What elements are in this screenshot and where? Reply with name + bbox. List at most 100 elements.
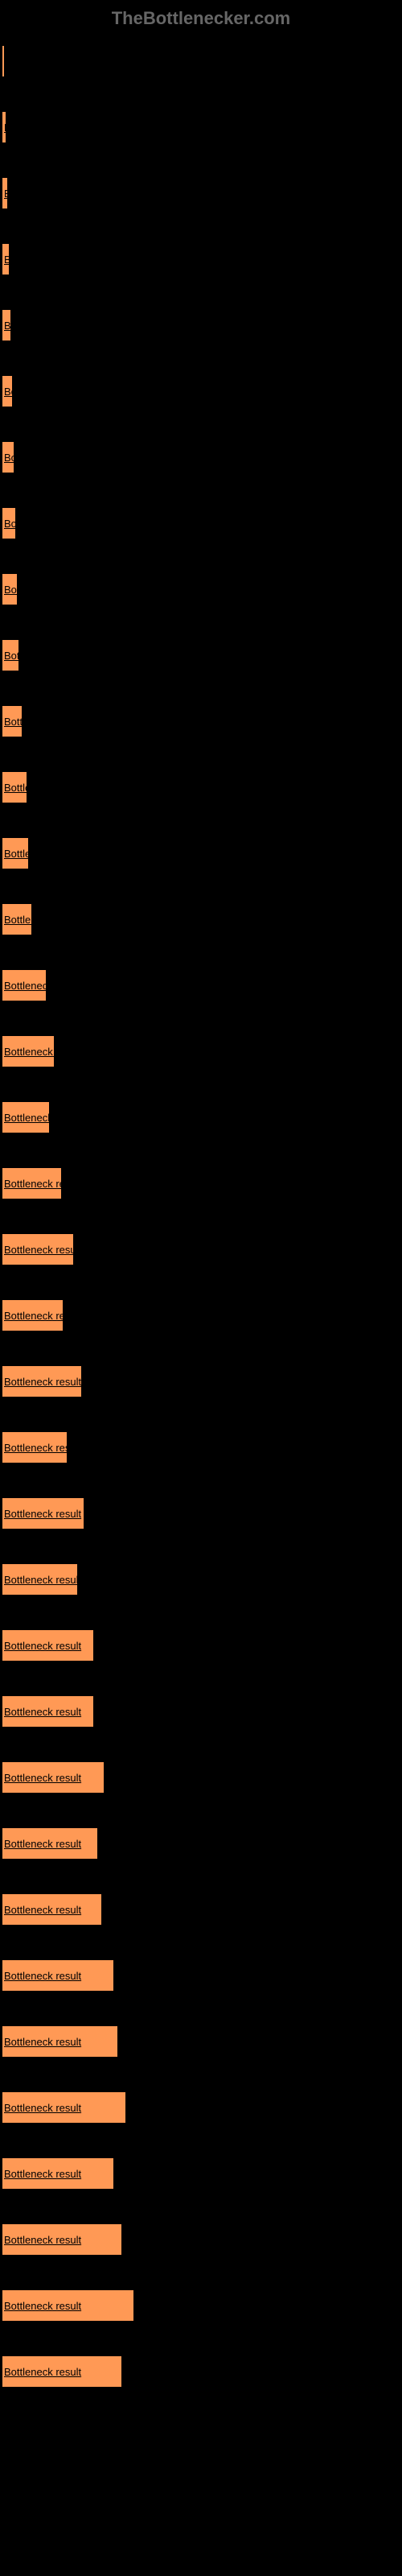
bar-link[interactable]: Bottleneck result [2, 1563, 78, 1596]
bar-row: Bottleneck result [2, 1695, 400, 1728]
bar-link[interactable]: Bottleneck result [2, 45, 5, 77]
bar-row: Bottleneck result [2, 705, 400, 737]
bar-row: Bottleneck result [2, 1299, 400, 1331]
bar-row: Bottleneck result [2, 1101, 400, 1133]
bar-label: Bottleneck result [4, 2300, 81, 2312]
bar-row: Bottleneck result [2, 903, 400, 935]
watermark-text: TheBottlenecker.com [0, 8, 402, 29]
bar-row: Bottleneck result [2, 1431, 400, 1463]
bar-label: Bottleneck result [4, 1574, 78, 1586]
bar-label: Bottleneck result [4, 848, 29, 860]
bar-row: Bottleneck result [2, 1959, 400, 1992]
bar-link[interactable]: Bottleneck result [2, 177, 8, 209]
bar-link[interactable]: Bottleneck result [2, 2355, 122, 2388]
bar-row: Bottleneck result [2, 2223, 400, 2256]
bar-link[interactable]: Bottleneck result [2, 2157, 114, 2190]
bar-link[interactable]: Bottleneck result [2, 1761, 105, 1794]
bar-label: Bottleneck result [4, 2366, 81, 2378]
bar-label: Bottleneck result [4, 782, 27, 794]
bar-label: Bottleneck result [4, 122, 6, 134]
bar-label: Bottleneck result [4, 1178, 62, 1190]
bar-label: Bottleneck result [4, 1046, 55, 1058]
bar-row: Bottleneck result [2, 639, 400, 671]
bar-label: Bottleneck result [4, 386, 13, 398]
bar-row: Bottleneck result [2, 837, 400, 869]
bar-row: Bottleneck result [2, 441, 400, 473]
bar-row: Bottleneck result [2, 507, 400, 539]
bar-link[interactable]: Bottleneck result [2, 2289, 134, 2322]
bar-row: Bottleneck result [2, 969, 400, 1001]
bar-row: Bottleneck result [2, 1497, 400, 1530]
bar-link[interactable]: Bottleneck result [2, 1497, 84, 1530]
bar-link[interactable]: Bottleneck result [2, 111, 6, 143]
bar-row: Bottleneck result [2, 1629, 400, 1662]
bar-label: Bottleneck result [4, 1706, 81, 1718]
bar-link[interactable]: Bottleneck result [2, 243, 10, 275]
bar-link[interactable]: Bottleneck result [2, 507, 16, 539]
bar-row: Bottleneck result [2, 771, 400, 803]
bar-label: Bottleneck result [4, 2102, 81, 2114]
bar-chart: Bottleneck result Bottleneck result Bottle… [0, 45, 402, 2388]
bar-link[interactable]: Bottleneck result [2, 969, 47, 1001]
bar-link[interactable]: Bottleneck result [2, 1167, 62, 1199]
bar-label: Bottleneck result [4, 584, 18, 596]
bar-link[interactable]: Bottleneck result [2, 1629, 94, 1662]
bar-label: Bottleneck result [4, 518, 16, 530]
bar-row: Bottleneck result [2, 1563, 400, 1596]
bar-link[interactable]: Bottleneck result [2, 2091, 126, 2124]
bar-label: Bottleneck result [4, 914, 32, 926]
bar-label: Bottleneck result [4, 1442, 68, 1454]
bar-label: Bottleneck result [4, 650, 19, 662]
bar-row: Bottleneck result [2, 309, 400, 341]
bar-link[interactable]: Bottleneck result [2, 2025, 118, 2058]
bar-link[interactable]: Bottleneck result [2, 1299, 64, 1331]
bar-link[interactable]: Bottleneck result [2, 441, 14, 473]
bar-row: Bottleneck result [2, 1365, 400, 1397]
bar-label: Bottleneck result [4, 1376, 81, 1388]
bar-label: Bottleneck result [4, 1838, 81, 1850]
bar-link[interactable]: Bottleneck result [2, 309, 11, 341]
bar-label: Bottleneck result [4, 56, 5, 68]
bar-link[interactable]: Bottleneck result [2, 573, 18, 605]
bar-label: Bottleneck result [4, 1970, 81, 1982]
bar-label: Bottleneck result [4, 254, 10, 266]
bar-label: Bottleneck result [4, 980, 47, 992]
bar-label: Bottleneck result [4, 2168, 81, 2180]
bar-link[interactable]: Bottleneck result [2, 771, 27, 803]
bar-label: Bottleneck result [4, 1244, 74, 1256]
bar-link[interactable]: Bottleneck result [2, 1365, 82, 1397]
bar-label: Bottleneck result [4, 1508, 81, 1520]
bar-row: Bottleneck result [2, 573, 400, 605]
bar-label: Bottleneck result [4, 2036, 81, 2048]
bar-label: Bottleneck result [4, 2234, 81, 2246]
bar-link[interactable]: Bottleneck result [2, 903, 32, 935]
bar-link[interactable]: Bottleneck result [2, 1035, 55, 1067]
bar-row: Bottleneck result [2, 177, 400, 209]
bar-label: Bottleneck result [4, 1904, 81, 1916]
bar-link[interactable]: Bottleneck result [2, 1695, 94, 1728]
bar-row: Bottleneck result [2, 2289, 400, 2322]
bar-link[interactable]: Bottleneck result [2, 1233, 74, 1265]
bar-label: Bottleneck result [4, 452, 14, 464]
bar-link[interactable]: Bottleneck result [2, 705, 23, 737]
bar-link[interactable]: Bottleneck result [2, 837, 29, 869]
bar-link[interactable]: Bottleneck result [2, 1893, 102, 1926]
bar-link[interactable]: Bottleneck result [2, 1101, 50, 1133]
bar-link[interactable]: Bottleneck result [2, 1827, 98, 1860]
bar-label: Bottleneck result [4, 1310, 64, 1322]
bar-row: Bottleneck result [2, 243, 400, 275]
bar-link[interactable]: Bottleneck result [2, 1431, 68, 1463]
bar-row: Bottleneck result [2, 1167, 400, 1199]
bar-label: Bottleneck result [4, 188, 8, 200]
bar-link[interactable]: Bottleneck result [2, 639, 19, 671]
bar-row: Bottleneck result [2, 2355, 400, 2388]
bar-link[interactable]: Bottleneck result [2, 1959, 114, 1992]
bar-label: Bottleneck result [4, 716, 23, 728]
bar-label: Bottleneck result [4, 1112, 50, 1124]
bar-link[interactable]: Bottleneck result [2, 375, 13, 407]
bar-row: Bottleneck result [2, 2091, 400, 2124]
bar-link[interactable]: Bottleneck result [2, 2223, 122, 2256]
bar-row: Bottleneck result [2, 1761, 400, 1794]
bar-row: Bottleneck result [2, 111, 400, 143]
bar-row: Bottleneck result [2, 2157, 400, 2190]
